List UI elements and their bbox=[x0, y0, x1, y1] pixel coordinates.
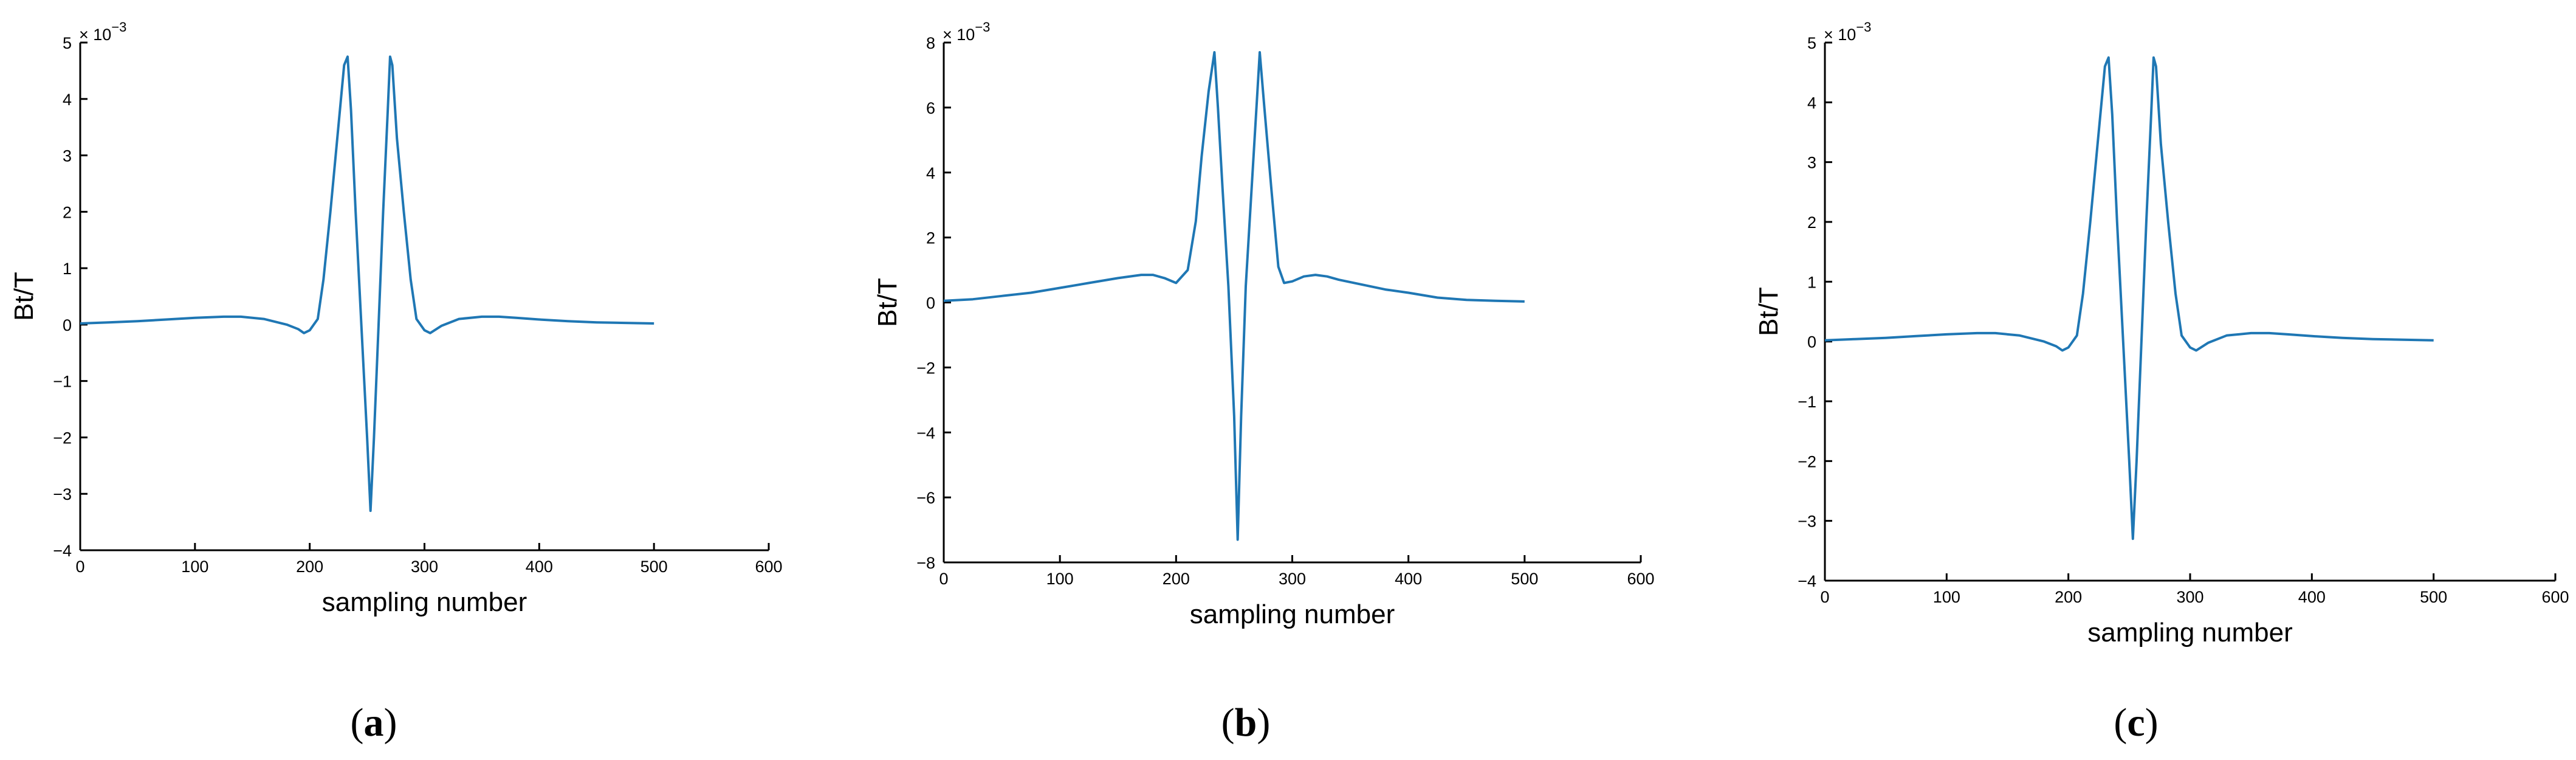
x-tick-label-a-0: 0 bbox=[75, 558, 84, 576]
y-tick-label-b-5: 2 bbox=[926, 229, 935, 247]
y-tick-label-c-5: 1 bbox=[1807, 273, 1816, 291]
y-tick-label-a-0: −4 bbox=[53, 542, 72, 560]
x-tick-label-c-4: 400 bbox=[2298, 588, 2326, 606]
scale-multiplier-a: × 10−3 bbox=[79, 19, 126, 44]
panel-caption-b: (b) bbox=[1221, 700, 1271, 745]
y-axis-label-a: Bt/T bbox=[9, 272, 39, 321]
scale-multiplier-b: × 10−3 bbox=[943, 19, 990, 44]
x-tick-label-c-1: 100 bbox=[1933, 588, 1960, 606]
x-tick-label-c-0: 0 bbox=[1820, 588, 1829, 606]
panel-caption-c: (c) bbox=[2114, 700, 2158, 745]
y-tick-label-a-2: −2 bbox=[53, 429, 72, 447]
x-tick-label-b-2: 200 bbox=[1163, 570, 1190, 588]
panel-caption-a: (a) bbox=[351, 700, 397, 745]
x-axis-label-b: sampling number bbox=[1190, 599, 1395, 629]
y-tick-label-b-4: 0 bbox=[926, 294, 935, 313]
y-tick-label-c-3: −1 bbox=[1798, 393, 1816, 411]
scale-exponent-b: −3 bbox=[975, 19, 990, 35]
scale-base-c: × 10 bbox=[1824, 26, 1856, 44]
x-tick-label-b-4: 400 bbox=[1395, 570, 1422, 588]
x-tick-label-a-2: 200 bbox=[296, 558, 323, 576]
x-tick-label-a-4: 400 bbox=[526, 558, 553, 576]
y-tick-label-c-1: −3 bbox=[1798, 513, 1816, 531]
x-tick-label-b-0: 0 bbox=[939, 570, 948, 588]
x-tick-label-b-6: 600 bbox=[1627, 570, 1654, 588]
scale-exponent-a: −3 bbox=[111, 19, 126, 35]
y-tick-label-c-9: 5 bbox=[1807, 34, 1816, 52]
x-tick-label-a-5: 500 bbox=[641, 558, 668, 576]
y-tick-label-b-8: 8 bbox=[926, 34, 935, 52]
y-tick-label-b-0: −8 bbox=[916, 554, 935, 572]
x-tick-label-b-1: 100 bbox=[1046, 570, 1074, 588]
x-tick-label-b-3: 300 bbox=[1279, 570, 1306, 588]
x-tick-label-c-2: 200 bbox=[2055, 588, 2082, 606]
x-tick-label-a-1: 100 bbox=[181, 558, 208, 576]
x-axis-label-a: sampling number bbox=[322, 587, 527, 617]
y-tick-label-c-6: 2 bbox=[1807, 213, 1816, 232]
y-tick-label-a-5: 1 bbox=[63, 260, 72, 278]
y-tick-label-a-4: 0 bbox=[63, 316, 72, 334]
series-line-c-0 bbox=[1824, 56, 2434, 541]
panel-caption-close-b: ) bbox=[1257, 700, 1270, 745]
series-line-a-0 bbox=[80, 55, 654, 513]
y-tick-label-c-2: −2 bbox=[1798, 452, 1816, 471]
y-tick-label-c-4: 0 bbox=[1807, 333, 1816, 351]
panel-caption-open-c: ( bbox=[2114, 700, 2127, 745]
y-tick-label-a-1: −3 bbox=[53, 485, 72, 503]
y-tick-label-c-7: 3 bbox=[1807, 154, 1816, 172]
y-tick-label-b-1: −6 bbox=[916, 489, 935, 507]
y-tick-label-c-0: −4 bbox=[1798, 572, 1816, 590]
y-tick-label-a-9: 5 bbox=[63, 34, 72, 52]
panel-caption-letter-a: a bbox=[364, 700, 384, 745]
x-axis-label-c: sampling number bbox=[2087, 618, 2293, 648]
panel-caption-letter-b: b bbox=[1235, 700, 1257, 745]
panel-caption-open-b: ( bbox=[1221, 700, 1235, 745]
scale-base-a: × 10 bbox=[79, 26, 111, 44]
panel-caption-close-c: ) bbox=[2145, 700, 2159, 745]
y-tick-label-a-8: 4 bbox=[63, 91, 72, 109]
series-line-b-0 bbox=[943, 51, 1525, 541]
x-tick-label-c-3: 300 bbox=[2176, 588, 2203, 606]
scale-exponent-c: −3 bbox=[1856, 19, 1871, 35]
panel-b: 0 100 200 300 400 500 600 −8 −6 −4 −2 0 2 4 6 8 × 10−3 Bt… bbox=[873, 19, 1655, 745]
panel-caption-letter-c: c bbox=[2127, 700, 2145, 745]
panel-caption-close-a: ) bbox=[384, 700, 397, 745]
x-tick-label-a-3: 300 bbox=[411, 558, 438, 576]
scale-multiplier-c: × 10−3 bbox=[1824, 19, 1871, 44]
scale-base-b: × 10 bbox=[943, 26, 975, 44]
y-tick-label-c-8: 4 bbox=[1807, 94, 1816, 112]
panel-caption-open-a: ( bbox=[351, 700, 364, 745]
x-tick-label-b-5: 500 bbox=[1511, 570, 1538, 588]
y-tick-label-b-3: −2 bbox=[916, 359, 935, 377]
y-tick-label-b-2: −4 bbox=[916, 424, 935, 442]
y-tick-label-a-7: 3 bbox=[63, 147, 72, 165]
y-axis-label-c: Bt/T bbox=[1754, 287, 1784, 336]
y-axis-label-b: Bt/T bbox=[873, 278, 902, 327]
x-tick-label-c-6: 600 bbox=[2541, 588, 2569, 606]
x-tick-label-a-6: 600 bbox=[755, 558, 782, 576]
y-tick-label-b-6: 4 bbox=[926, 164, 935, 182]
x-tick-label-c-5: 500 bbox=[2420, 588, 2447, 606]
y-tick-label-b-7: 6 bbox=[926, 99, 935, 117]
y-tick-label-a-3: −1 bbox=[53, 373, 72, 391]
y-tick-label-a-6: 2 bbox=[63, 203, 72, 221]
